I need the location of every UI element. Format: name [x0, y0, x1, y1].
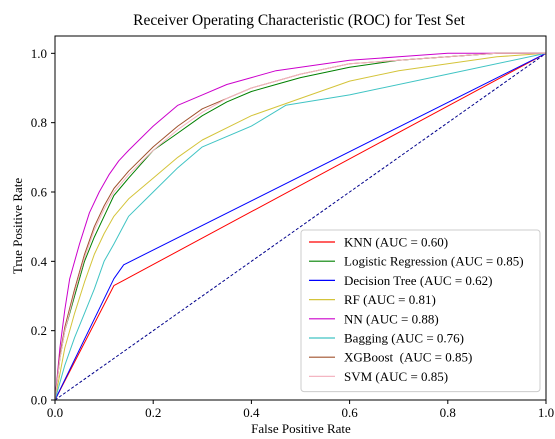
x-tick-label: 0.2: [145, 405, 161, 420]
y-tick-label: 0.0: [31, 393, 47, 408]
y-tick-label: 0.4: [31, 254, 48, 269]
diagonal-reference-line: [54, 52, 547, 401]
roc-curve-4: [54, 52, 547, 401]
y-tick-label: 1.0: [31, 46, 47, 61]
chart-title: Receiver Operating Characteristic (ROC) …: [133, 12, 465, 29]
legend: KNN (AUC = 0.60) Logistic Regression (AUC…: [300, 229, 541, 393]
x-tick-label: 1.0: [538, 405, 554, 420]
y-tick-label: 0.6: [31, 185, 48, 200]
legend-label: KNN (AUC = 0.60): [344, 235, 448, 250]
legend-label: SVM (AUC = 0.85): [344, 369, 448, 384]
roc-curve-1: [54, 52, 547, 401]
roc-curve-2: [54, 52, 546, 401]
y-axis-label: True Positive Rate: [10, 178, 25, 275]
legend-label: Bagging (AUC = 0.76): [344, 331, 464, 346]
legend-box: [300, 229, 541, 393]
roc-curve-6: [54, 52, 547, 401]
legend-label: NN (AUC = 0.88): [344, 311, 439, 326]
legend-label: Decision Tree (AUC = 0.62): [344, 273, 493, 288]
roc-curve-5: [54, 52, 546, 401]
x-tick-label: 0.6: [341, 405, 358, 420]
y-tick-label: 0.8: [31, 115, 47, 130]
plot-frame: [54, 35, 547, 401]
x-tick-label: 0.4: [243, 405, 260, 420]
legend-label: Logistic Regression (AUC = 0.85): [344, 254, 524, 269]
legend-label: RF (AUC = 0.81): [344, 292, 436, 307]
axes: 0.0 0.2 0.4 0.6 0.8 1.0 0.0 0.2 0.4 0.6 0.8 1.0: [31, 35, 554, 420]
x-axis-label: False Positive Rate: [251, 421, 351, 436]
x-tick-label: 0.0: [47, 405, 63, 420]
roc-curve-8: [54, 52, 546, 401]
x-tick-label: 0.8: [440, 405, 456, 420]
roc-curve-3: [54, 52, 547, 401]
plot-area: [54, 52, 547, 401]
y-tick-label: 0.2: [31, 323, 47, 338]
legend-label: XGBoost (AUC = 0.85): [344, 350, 472, 365]
